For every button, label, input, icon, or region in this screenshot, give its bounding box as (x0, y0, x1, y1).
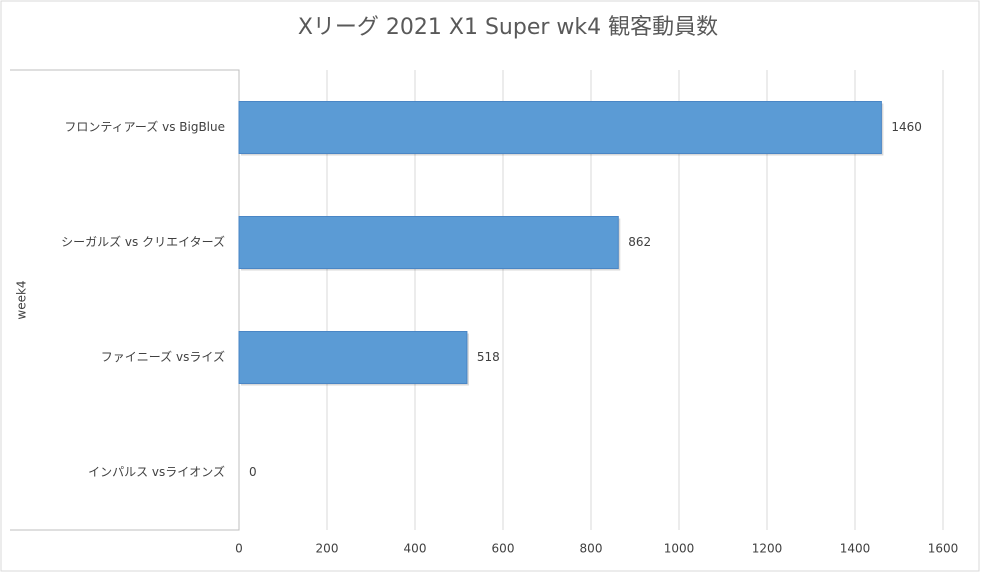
chart-title: Xリーグ 2021 X1 Super wk4 観客動員数 (298, 15, 718, 40)
x-tick-label: 600 (492, 542, 515, 556)
data-label: 0 (249, 465, 257, 479)
x-tick-label: 1400 (840, 542, 871, 556)
y-tick-label: ファイニーズ vsライズ (101, 349, 225, 364)
x-tick-label: 400 (404, 542, 427, 556)
data-label: 862 (628, 235, 651, 249)
bar (238, 101, 882, 154)
y-tick-label: インパルス vsライオンズ (88, 464, 225, 479)
x-tick-label: 0 (235, 542, 243, 556)
x-tick-label: 200 (316, 542, 339, 556)
x-tick-label: 1000 (664, 542, 695, 556)
y-tick-label: シーガルズ vs クリエイターズ (61, 234, 225, 249)
x-tick-label: 1200 (752, 542, 783, 556)
category-frame (10, 69, 240, 531)
bar (238, 216, 619, 269)
bar (238, 331, 468, 384)
data-label: 1460 (891, 120, 922, 134)
data-label: 518 (477, 350, 500, 364)
group-label: week4 (15, 280, 29, 319)
x-tick-label: 800 (580, 542, 603, 556)
y-tick-label: フロンティアーズ vs BigBlue (64, 119, 225, 134)
x-tick-label: 1600 (928, 542, 959, 556)
